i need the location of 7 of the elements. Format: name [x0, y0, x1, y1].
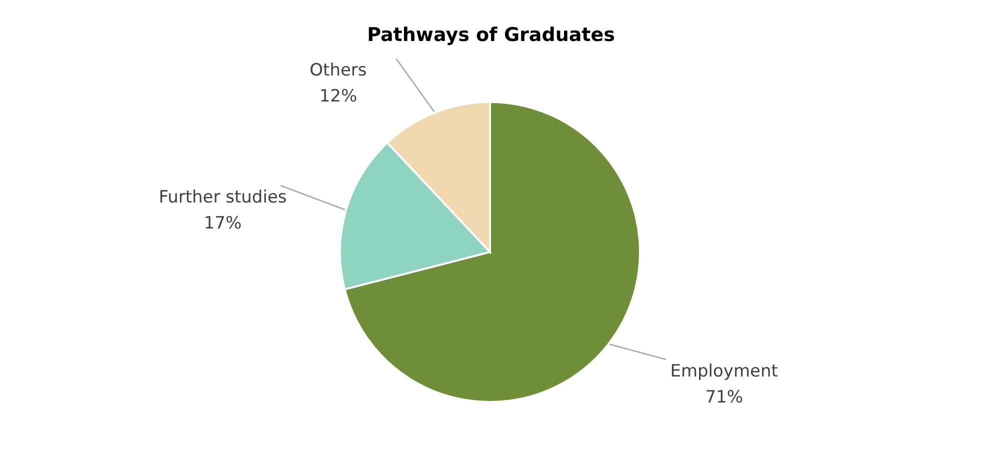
slice-label: Further studies — [158, 188, 287, 208]
slice-label: Others — [310, 60, 367, 81]
data-label: 71% — [705, 388, 743, 408]
slice-label: Employment — [670, 362, 778, 382]
chart-title: Pathways of Graduates — [367, 24, 615, 46]
data-label: 12% — [319, 86, 358, 107]
data-label: 17% — [204, 214, 242, 234]
